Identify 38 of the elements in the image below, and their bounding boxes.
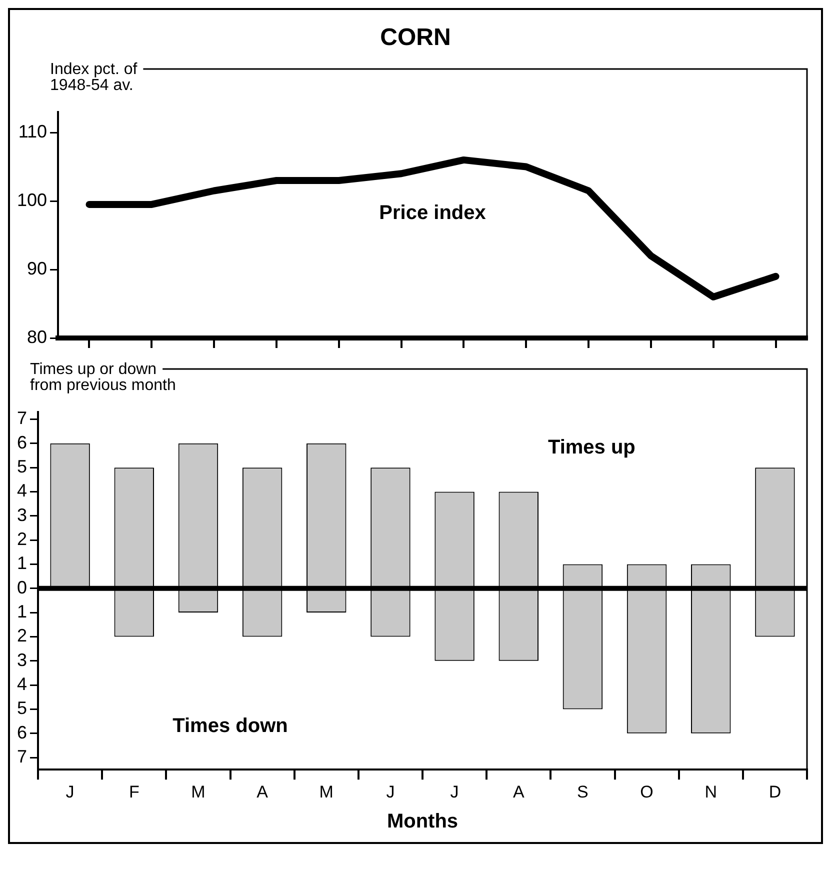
x-tick-label: M <box>191 782 206 802</box>
y-tick-label: 1 <box>16 602 28 622</box>
y-tick-label: 7 <box>16 408 28 428</box>
y-tick-label: 2 <box>16 529 28 550</box>
x-tick-label: J <box>450 782 459 802</box>
x-tick-label: D <box>768 782 782 802</box>
x-tick-label: M <box>319 782 334 802</box>
x-tick-label: J <box>66 782 74 802</box>
y-tick-label: 3 <box>16 504 28 525</box>
x-tick-label: A <box>256 782 269 802</box>
annotation: Times up <box>548 436 636 458</box>
chart-title: CORN <box>379 24 452 52</box>
y-tick-label: 5 <box>16 698 28 718</box>
y-tick-label: 0 <box>16 577 28 598</box>
annotation: Price index <box>379 202 486 224</box>
y-tick-label: 110 <box>18 122 48 142</box>
y-tick-label: 90 <box>27 258 48 278</box>
x-axis-title: Months <box>386 810 458 833</box>
y-tick-label: 3 <box>16 650 28 670</box>
x-tick-label: J <box>386 782 395 802</box>
y-tick-label: 4 <box>16 480 28 501</box>
y-axis-title: Times up or down from previous month <box>30 361 176 394</box>
x-tick-label: F <box>128 782 140 802</box>
y-tick-label: 6 <box>16 432 28 452</box>
y-tick-label: 80 <box>27 326 48 347</box>
y-tick-label: 6 <box>16 722 28 742</box>
annotation: Times down <box>172 715 288 738</box>
y-axis-title: Index pct. of 1948-54 av. <box>50 61 138 94</box>
x-tick-label: N <box>704 782 718 802</box>
y-tick-label: 1 <box>16 553 28 574</box>
x-tick-label: A <box>512 782 525 802</box>
x-tick-label: O <box>640 782 654 802</box>
x-tick-label: S <box>577 782 588 802</box>
y-tick-label: 5 <box>16 456 28 477</box>
y-tick-label: 2 <box>16 626 28 646</box>
y-tick-label: 4 <box>16 674 28 694</box>
y-tick-label: 100 <box>16 190 48 210</box>
y-tick-label: 7 <box>16 746 28 766</box>
